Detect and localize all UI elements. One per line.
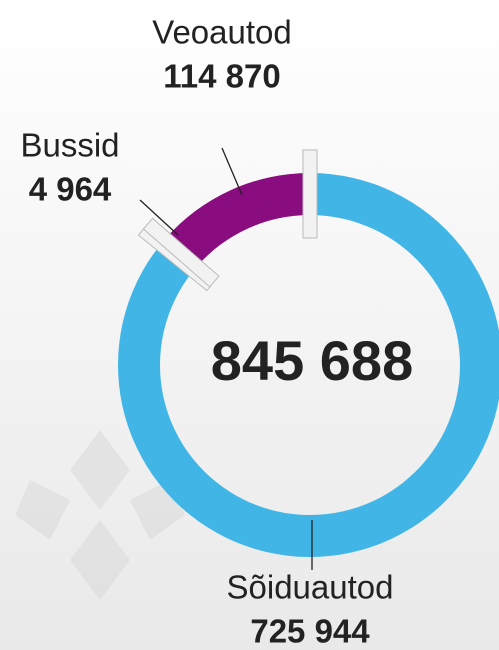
center-total: 845 688 — [211, 329, 413, 392]
value-label: 114 870 — [163, 58, 280, 95]
slice — [165, 173, 310, 267]
labels: Sõiduautod 725 944 Bussid 4 964 Veoautod 114 … — [20, 14, 393, 650]
category-label: Bussid — [20, 127, 119, 164]
category-label: Veoautod — [152, 14, 291, 51]
leader-line — [139, 199, 179, 236]
value-label: 725 944 — [250, 613, 370, 650]
value-label: 4 964 — [29, 171, 112, 208]
ring — [118, 149, 499, 557]
separator — [142, 217, 220, 288]
separator — [302, 149, 318, 239]
category-label: Sõiduautod — [227, 569, 394, 606]
leader-line — [221, 147, 243, 196]
